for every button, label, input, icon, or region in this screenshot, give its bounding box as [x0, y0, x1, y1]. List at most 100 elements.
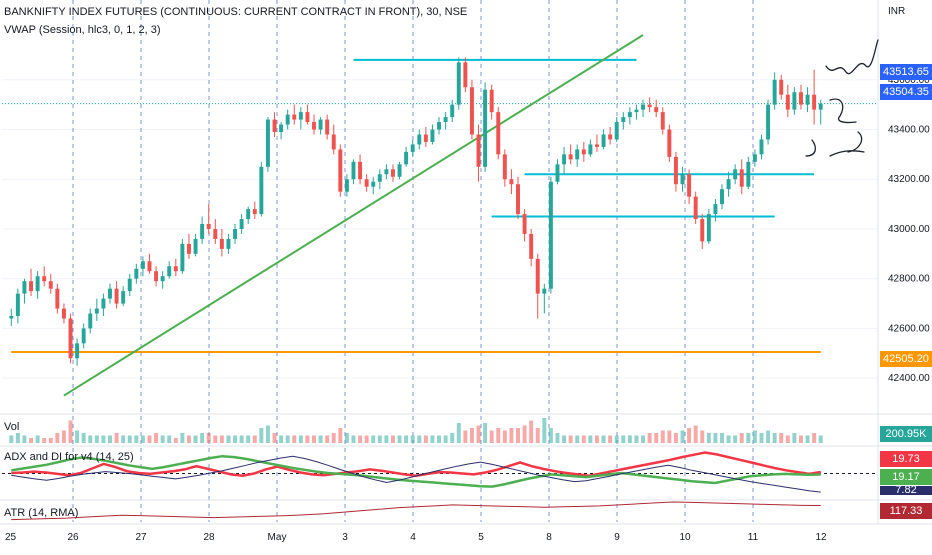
candle-body [792, 92, 797, 110]
atr-badge: 117.33 [880, 503, 932, 519]
volume-bar [733, 435, 738, 443]
candle-body [9, 316, 14, 319]
candle-body [186, 243, 191, 254]
volume-bar [206, 433, 211, 443]
volume-bar [463, 430, 468, 443]
y-tick-label: 42400.00 [888, 373, 930, 384]
volume-pane-label[interactable]: Vol [4, 421, 20, 433]
volume-bar [483, 423, 488, 443]
volume-bar [562, 435, 567, 443]
candle-body [647, 104, 652, 108]
vwap-indicator-label[interactable]: VWAP (Session, hlc3, 0, 1, 2, 3) [4, 24, 161, 36]
chart-title: BANKNIFTY INDEX FUTURES (CONTINUOUS: CUR… [4, 6, 468, 18]
candle-body [759, 139, 764, 155]
volume-bar [752, 430, 757, 443]
volume-bar [680, 430, 685, 443]
candle-body [312, 122, 316, 130]
volume-bar [147, 435, 152, 443]
x-tick-label: 25 [5, 532, 17, 543]
candle-body [292, 114, 297, 120]
candle-body [134, 268, 139, 279]
candle-body [476, 134, 481, 167]
volume-bar [713, 433, 718, 443]
candle-body [417, 134, 422, 145]
volume-bar [805, 435, 810, 443]
volume-bar [272, 433, 277, 443]
candle-body [621, 117, 626, 123]
volume-bar [450, 433, 455, 443]
candle-body [35, 276, 40, 292]
volume-bar [687, 428, 692, 443]
volume-bar [160, 435, 165, 443]
adx-pane-label[interactable]: ADX and DI for v4 (14, 25) [4, 451, 134, 463]
candle-body [798, 92, 803, 105]
volume-bar [325, 435, 330, 443]
y-tick-label: 43000.00 [888, 224, 930, 235]
adx-series-2 [11, 455, 821, 493]
volume-bar [81, 433, 86, 443]
volume-bar [746, 433, 751, 443]
currency-label: INR [888, 6, 906, 17]
atr-pane-label[interactable]: ATR (14, RMA) [4, 507, 79, 519]
candle-body [614, 122, 619, 140]
candle-body [608, 134, 613, 140]
candle-body [785, 94, 790, 110]
candle-body [22, 281, 27, 294]
candle-body [127, 278, 132, 292]
candle-body [726, 179, 731, 190]
volume-bar [351, 435, 356, 443]
candle-body [325, 119, 330, 135]
volume-bar [154, 433, 159, 443]
candle-body [516, 184, 520, 215]
volume-bar [75, 430, 80, 443]
candle-body [68, 318, 73, 359]
volume-bar [239, 435, 244, 443]
volume-bar [410, 435, 415, 443]
volume-bar [772, 433, 777, 443]
volume-bar [568, 435, 573, 443]
candle-body [219, 238, 224, 249]
candle-body [410, 144, 415, 152]
candle-body [766, 104, 771, 140]
volume-bar [502, 430, 507, 443]
volume-bar [660, 430, 665, 443]
candle-body [167, 266, 172, 277]
support-level-badge: 42505.20 [880, 351, 932, 367]
hand-drawn-annotation-4 [829, 150, 865, 157]
volume-bar [785, 435, 790, 443]
candle-body [140, 261, 145, 269]
y-tick-label: 42800.00 [888, 274, 930, 285]
volume-bar [88, 435, 93, 443]
volume-bar [634, 435, 639, 443]
volume-bar [423, 435, 428, 443]
volume-bar [134, 435, 139, 443]
volume-bar [371, 435, 376, 443]
volume-bar [667, 430, 672, 443]
volume-bar [647, 433, 652, 443]
candle-body [535, 258, 540, 294]
volume-bar [180, 433, 185, 443]
x-tick-label: 26 [67, 532, 79, 543]
y-tick-label: 42600.00 [888, 323, 930, 334]
candle-body [259, 166, 264, 215]
volume-bar [213, 435, 218, 443]
volume-bar [259, 428, 264, 443]
candle-body [733, 169, 738, 180]
volume-bar [167, 435, 172, 443]
candle-body [358, 161, 363, 180]
volume-bar [29, 438, 34, 443]
candle-body [450, 104, 455, 118]
candle-body [338, 149, 343, 192]
volume-bar [186, 435, 191, 443]
x-tick-label: 4 [410, 532, 416, 543]
candle-body [522, 214, 527, 234]
candle-body [55, 288, 60, 309]
candle-body [588, 144, 593, 155]
x-tick-label: 5 [478, 532, 484, 543]
candle-body [285, 114, 290, 125]
volume-bar [344, 433, 349, 443]
candle-body [601, 134, 606, 147]
x-tick-label: 3 [342, 532, 348, 543]
candle-body [42, 276, 47, 282]
